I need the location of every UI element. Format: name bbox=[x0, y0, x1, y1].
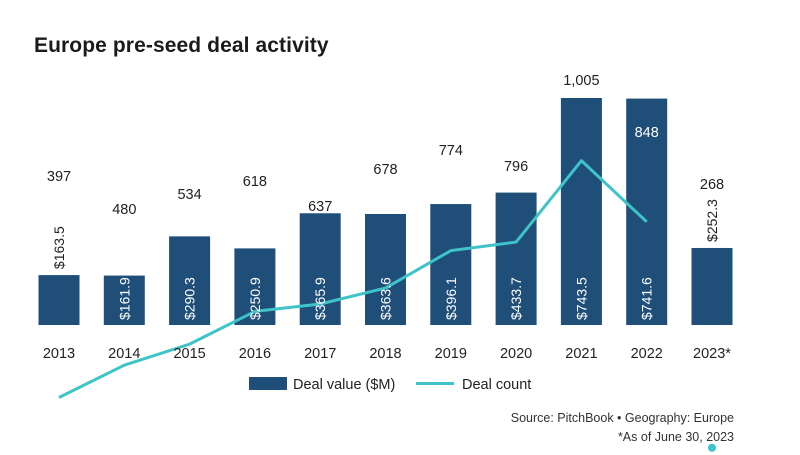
deal-count-label: 618 bbox=[243, 174, 267, 190]
bar-2023* bbox=[691, 247, 733, 325]
x-tick-label: 2016 bbox=[239, 346, 271, 362]
as-of-note: *As of June 30, 2023 bbox=[617, 430, 734, 444]
x-tick-label: 2018 bbox=[369, 346, 401, 362]
bar-2018 bbox=[365, 213, 406, 325]
source-line: Source: PitchBook • Geography: Europe bbox=[510, 411, 734, 425]
legend-label-deal-value: Deal value ($M) bbox=[293, 377, 395, 393]
deal-count-label: 480 bbox=[112, 202, 136, 218]
bar-2021 bbox=[560, 98, 602, 325]
deal-value-label: $433.7 bbox=[508, 277, 524, 320]
deal-value-label: $743.5 bbox=[573, 277, 589, 320]
bar-2022 bbox=[626, 98, 668, 325]
x-tick-label: 2022 bbox=[631, 346, 663, 362]
deal-value-label: $250.9 bbox=[247, 277, 263, 320]
x-tick-label: 2013 bbox=[43, 346, 75, 362]
bar-2020 bbox=[495, 192, 537, 325]
x-tick-label: 2014 bbox=[108, 346, 140, 362]
x-tick-label: 2017 bbox=[304, 346, 336, 362]
deal-count-label: 848 bbox=[635, 125, 659, 141]
deal-value-label: $161.9 bbox=[116, 277, 132, 320]
deal-value-label: $741.6 bbox=[639, 277, 655, 320]
deal-count-label: 1,005 bbox=[563, 73, 599, 89]
deal-count-label: 774 bbox=[439, 143, 463, 159]
x-tick-label: 2020 bbox=[500, 346, 532, 362]
deal-count-label: 637 bbox=[308, 199, 332, 215]
bar-2015 bbox=[169, 236, 211, 325]
legend-label-deal-count: Deal count bbox=[462, 377, 531, 393]
deal-value-label: $252.3 bbox=[704, 199, 720, 242]
deal-count-point-2023* bbox=[708, 443, 716, 452]
deal-value-label: $363.6 bbox=[378, 277, 394, 320]
bar-2013 bbox=[38, 275, 80, 325]
legend-swatch-deal-value bbox=[249, 377, 287, 390]
deal-value-label: $365.9 bbox=[312, 277, 328, 320]
chart-title: Europe pre-seed deal activity bbox=[34, 34, 329, 57]
x-tick-label: 2015 bbox=[173, 346, 205, 362]
deal-count-line bbox=[58, 159, 648, 399]
deal-value-label: $396.1 bbox=[443, 277, 459, 320]
x-tick-label: 2021 bbox=[565, 346, 597, 362]
x-tick-label: 2023* bbox=[693, 346, 731, 362]
deal-count-label: 534 bbox=[177, 187, 201, 203]
deal-value-label: $163.5 bbox=[51, 226, 67, 269]
source-note: Source: PitchBook • Geography: Europe *A… bbox=[511, 409, 734, 447]
deal-count-label: 268 bbox=[700, 177, 724, 193]
bar-2014 bbox=[103, 275, 145, 325]
deal-count-label: 397 bbox=[47, 169, 71, 185]
x-tick-label: 2019 bbox=[435, 346, 467, 362]
deal-count-label: 678 bbox=[373, 162, 397, 178]
deal-value-label: $290.3 bbox=[182, 277, 198, 320]
bar-2019 bbox=[430, 204, 472, 325]
deal-count-label: 796 bbox=[504, 159, 528, 175]
